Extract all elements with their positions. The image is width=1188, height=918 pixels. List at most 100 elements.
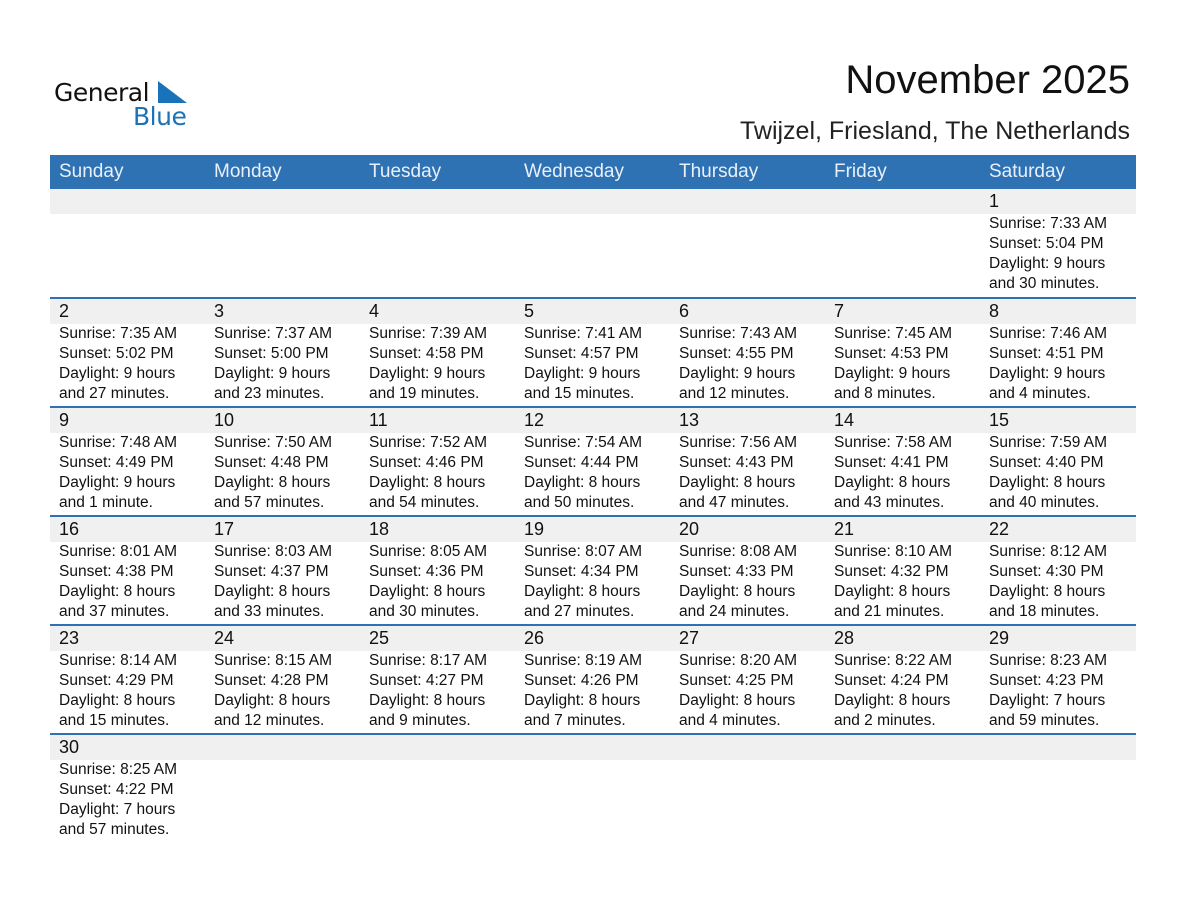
day-cell: 16 Sunrise: 8:01 AM Sunset: 4:38 PM Dayligh… bbox=[50, 517, 205, 624]
sunrise-text: Sunrise: 8:01 AM bbox=[59, 543, 178, 560]
daylight-minutes-text: and 43 minutes. bbox=[834, 494, 945, 511]
daylight-text: Daylight: 7 hours bbox=[989, 692, 1106, 709]
day-cell: 6 Sunrise: 7:43 AM Sunset: 4:55 PM Daylight… bbox=[670, 299, 825, 406]
day-number: 6 bbox=[679, 301, 690, 321]
week-row: 30 Sunrise: 8:25 AM Sunset: 4:22 PM Dayligh… bbox=[50, 733, 1136, 842]
day-number: 27 bbox=[679, 628, 700, 648]
sunrise-text: Sunrise: 7:43 AM bbox=[679, 325, 798, 342]
day-cell: 17 Sunrise: 8:03 AM Sunset: 4:37 PM Dayligh… bbox=[205, 517, 360, 624]
sunrise-text: Sunrise: 7:54 AM bbox=[524, 434, 643, 451]
sunrise-text: Sunrise: 8:17 AM bbox=[369, 652, 488, 669]
sunset-text: Sunset: 4:28 PM bbox=[214, 672, 329, 689]
daylight-minutes-text: and 2 minutes. bbox=[834, 712, 936, 729]
daylight-minutes-text: and 50 minutes. bbox=[524, 494, 635, 511]
day-cell: 24 Sunrise: 8:15 AM Sunset: 4:28 PM Dayligh… bbox=[205, 626, 360, 733]
daylight-text: Daylight: 8 hours bbox=[679, 583, 796, 600]
daylight-minutes-text: and 59 minutes. bbox=[989, 712, 1100, 729]
date-band bbox=[50, 408, 1136, 433]
sunrise-text: Sunrise: 8:22 AM bbox=[834, 652, 953, 669]
daylight-text: Daylight: 8 hours bbox=[59, 583, 176, 600]
empty-cell bbox=[50, 189, 205, 297]
daylight-minutes-text: and 21 minutes. bbox=[834, 603, 945, 620]
daylight-text: Daylight: 9 hours bbox=[834, 365, 951, 382]
sunset-text: Sunset: 4:36 PM bbox=[369, 563, 484, 580]
daylight-text: Daylight: 8 hours bbox=[679, 474, 796, 491]
weekday-sunday: Sunday bbox=[59, 161, 124, 182]
date-band bbox=[50, 626, 1136, 651]
day-number: 15 bbox=[989, 410, 1010, 430]
day-cell: 29 Sunrise: 8:23 AM Sunset: 4:23 PM Dayligh… bbox=[980, 626, 1135, 733]
day-cell: 8 Sunrise: 7:46 AM Sunset: 4:51 PM Daylight… bbox=[980, 299, 1135, 406]
sunset-text: Sunset: 4:38 PM bbox=[59, 563, 174, 580]
weekday-header: Sunday Monday Tuesday Wednesday Thursday Frid… bbox=[50, 155, 1136, 189]
page-title: November 2025 bbox=[845, 58, 1130, 102]
empty-cell bbox=[670, 189, 825, 297]
day-number: 23 bbox=[59, 628, 80, 648]
daylight-minutes-text: and 15 minutes. bbox=[524, 385, 635, 402]
daylight-text: Daylight: 9 hours bbox=[59, 365, 176, 382]
logo-word-general: General bbox=[54, 78, 150, 107]
sunset-text: Sunset: 4:53 PM bbox=[834, 345, 949, 362]
day-cell: 13 Sunrise: 7:56 AM Sunset: 4:43 PM Dayligh… bbox=[670, 408, 825, 515]
sunset-text: Sunset: 4:41 PM bbox=[834, 454, 949, 471]
day-cell: 23 Sunrise: 8:14 AM Sunset: 4:29 PM Dayligh… bbox=[50, 626, 205, 733]
daylight-text: Daylight: 9 hours bbox=[524, 365, 641, 382]
weekday-tuesday: Tuesday bbox=[369, 161, 442, 182]
empty-cell bbox=[980, 735, 1135, 842]
day-number: 16 bbox=[59, 519, 80, 539]
sunset-text: Sunset: 4:27 PM bbox=[369, 672, 484, 689]
sunrise-text: Sunrise: 8:07 AM bbox=[524, 543, 643, 560]
daylight-text: Daylight: 8 hours bbox=[214, 474, 331, 491]
weekday-monday: Monday bbox=[214, 161, 282, 182]
day-number: 17 bbox=[214, 519, 235, 539]
week-row: 23 Sunrise: 8:14 AM Sunset: 4:29 PM Dayligh… bbox=[50, 624, 1136, 733]
day-cell: 7 Sunrise: 7:45 AM Sunset: 4:53 PM Daylight… bbox=[825, 299, 980, 406]
sunrise-text: Sunrise: 7:33 AM bbox=[989, 215, 1108, 232]
empty-cell bbox=[825, 189, 980, 297]
sunset-text: Sunset: 4:46 PM bbox=[369, 454, 484, 471]
empty-cell bbox=[515, 189, 670, 297]
sunset-text: Sunset: 4:37 PM bbox=[214, 563, 329, 580]
daylight-minutes-text: and 57 minutes. bbox=[214, 494, 325, 511]
day-cell: 20 Sunrise: 8:08 AM Sunset: 4:33 PM Dayligh… bbox=[670, 517, 825, 624]
day-cell: 28 Sunrise: 8:22 AM Sunset: 4:24 PM Dayligh… bbox=[825, 626, 980, 733]
daylight-text: Daylight: 7 hours bbox=[59, 801, 176, 818]
day-number: 26 bbox=[524, 628, 545, 648]
sunrise-text: Sunrise: 8:10 AM bbox=[834, 543, 953, 560]
sunrise-text: Sunrise: 8:03 AM bbox=[214, 543, 333, 560]
sunset-text: Sunset: 5:02 PM bbox=[59, 345, 174, 362]
daylight-minutes-text: and 30 minutes. bbox=[369, 603, 480, 620]
daylight-minutes-text: and 19 minutes. bbox=[369, 385, 480, 402]
week-row: 2 Sunrise: 7:35 AM Sunset: 5:02 PM Daylight… bbox=[50, 297, 1136, 406]
sunset-text: Sunset: 5:00 PM bbox=[214, 345, 329, 362]
daylight-minutes-text: and 1 minute. bbox=[59, 494, 153, 511]
day-cell: 19 Sunrise: 8:07 AM Sunset: 4:34 PM Dayligh… bbox=[515, 517, 670, 624]
sunset-text: Sunset: 4:48 PM bbox=[214, 454, 329, 471]
daylight-text: Daylight: 9 hours bbox=[369, 365, 486, 382]
daylight-minutes-text: and 27 minutes. bbox=[59, 385, 170, 402]
sunrise-text: Sunrise: 7:48 AM bbox=[59, 434, 178, 451]
sunrise-text: Sunrise: 8:19 AM bbox=[524, 652, 643, 669]
day-number: 8 bbox=[989, 301, 1000, 321]
day-number: 22 bbox=[989, 519, 1010, 539]
sunset-text: Sunset: 4:26 PM bbox=[524, 672, 639, 689]
daylight-text: Daylight: 8 hours bbox=[989, 474, 1106, 491]
sunset-text: Sunset: 4:51 PM bbox=[989, 345, 1104, 362]
sunrise-text: Sunrise: 7:52 AM bbox=[369, 434, 488, 451]
date-band bbox=[50, 189, 1136, 214]
day-cell: 3 Sunrise: 7:37 AM Sunset: 5:00 PM Daylight… bbox=[205, 299, 360, 406]
sunrise-text: Sunrise: 8:23 AM bbox=[989, 652, 1108, 669]
sunrise-text: Sunrise: 8:25 AM bbox=[59, 761, 178, 778]
day-number: 9 bbox=[59, 410, 70, 430]
sunrise-text: Sunrise: 7:39 AM bbox=[369, 325, 488, 342]
day-number: 21 bbox=[834, 519, 855, 539]
day-number: 25 bbox=[369, 628, 390, 648]
empty-cell bbox=[360, 735, 515, 842]
daylight-text: Daylight: 8 hours bbox=[834, 583, 951, 600]
sunrise-text: Sunrise: 7:46 AM bbox=[989, 325, 1108, 342]
sunset-text: Sunset: 4:29 PM bbox=[59, 672, 174, 689]
day-number: 30 bbox=[59, 737, 80, 757]
daylight-text: Daylight: 8 hours bbox=[679, 692, 796, 709]
daylight-minutes-text: and 47 minutes. bbox=[679, 494, 790, 511]
sunset-text: Sunset: 4:40 PM bbox=[989, 454, 1104, 471]
